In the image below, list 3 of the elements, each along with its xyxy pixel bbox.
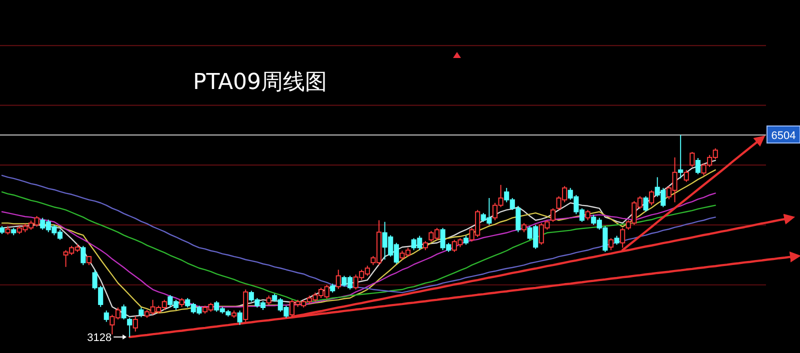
annotation: 6504 [771, 130, 796, 142]
chart-title: PTA09周线图 [193, 70, 328, 95]
annotation: 3128 [87, 332, 112, 344]
